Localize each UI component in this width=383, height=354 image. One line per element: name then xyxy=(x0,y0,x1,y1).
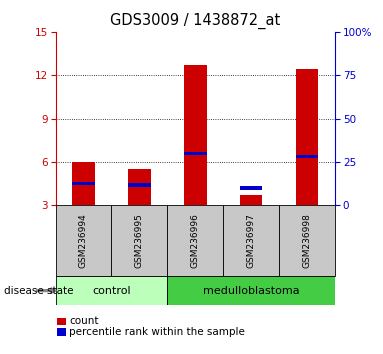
Bar xyxy=(240,187,262,189)
Bar xyxy=(184,65,206,205)
Bar xyxy=(296,155,318,158)
Text: GSM236998: GSM236998 xyxy=(303,213,312,268)
Text: control: control xyxy=(92,286,131,296)
Bar xyxy=(240,195,262,205)
Bar xyxy=(56,205,111,276)
Bar xyxy=(279,205,335,276)
Bar xyxy=(184,152,206,155)
Bar xyxy=(296,69,318,205)
Text: medulloblastoma: medulloblastoma xyxy=(203,286,300,296)
Bar xyxy=(128,183,151,187)
Bar xyxy=(111,205,167,276)
Title: GDS3009 / 1438872_at: GDS3009 / 1438872_at xyxy=(110,13,280,29)
Text: GSM236997: GSM236997 xyxy=(247,213,256,268)
Bar xyxy=(223,205,279,276)
Bar xyxy=(167,276,335,305)
Text: percentile rank within the sample: percentile rank within the sample xyxy=(69,327,245,337)
Text: count: count xyxy=(69,316,98,326)
Text: GSM236994: GSM236994 xyxy=(79,213,88,268)
Bar xyxy=(167,205,223,276)
Text: disease state: disease state xyxy=(4,286,73,296)
Text: GSM236996: GSM236996 xyxy=(191,213,200,268)
Bar xyxy=(72,162,95,205)
Bar xyxy=(128,169,151,205)
Bar xyxy=(56,276,167,305)
Text: GSM236995: GSM236995 xyxy=(135,213,144,268)
Bar xyxy=(72,182,95,185)
